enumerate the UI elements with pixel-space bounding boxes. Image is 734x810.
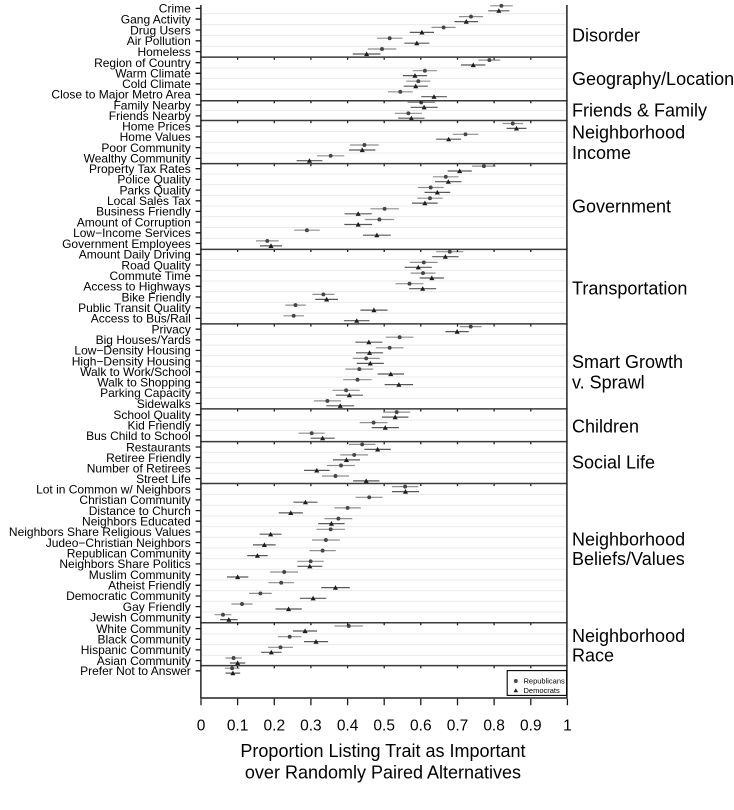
svg-text:Property Tax Rates: Property Tax Rates <box>89 162 191 176</box>
svg-text:Neighborhood: Neighborhood <box>572 123 685 143</box>
svg-text:High−Density Housing: High−Density Housing <box>72 354 191 368</box>
svg-text:Home Values: Home Values <box>120 130 191 144</box>
svg-text:Privacy: Privacy <box>151 323 190 337</box>
svg-text:Walk to Shopping: Walk to Shopping <box>97 376 191 390</box>
svg-text:Republican Community: Republican Community <box>67 547 191 561</box>
svg-text:Lot in Common w/ Neighbors: Lot in Common w/ Neighbors <box>36 483 191 497</box>
svg-text:Disorder: Disorder <box>572 26 640 46</box>
svg-text:over Randomly Paired Alternati: over Randomly Paired Alternatives <box>245 763 521 783</box>
svg-text:Democrats: Democrats <box>524 686 561 695</box>
svg-text:Friends & Family: Friends & Family <box>572 101 707 121</box>
svg-text:Geography/Location: Geography/Location <box>572 69 734 89</box>
svg-text:Hispanic Community: Hispanic Community <box>81 643 191 657</box>
svg-text:Police Quality: Police Quality <box>117 173 190 187</box>
svg-text:Neighbors Share Politics: Neighbors Share Politics <box>59 557 190 571</box>
svg-text:Muslim Community: Muslim Community <box>89 568 191 582</box>
svg-text:Black Community: Black Community <box>97 633 190 647</box>
svg-text:Beliefs/Values: Beliefs/Values <box>572 549 685 569</box>
svg-text:0.8: 0.8 <box>483 718 505 735</box>
svg-text:Commute Time: Commute Time <box>109 269 191 283</box>
svg-text:0.7: 0.7 <box>447 718 469 735</box>
svg-text:Local Sales Tax: Local Sales Tax <box>107 194 191 208</box>
svg-text:Kid Friendly: Kid Friendly <box>127 419 190 433</box>
svg-text:Home Prices: Home Prices <box>122 119 191 133</box>
svg-text:Low−Income Services: Low−Income Services <box>73 226 191 240</box>
svg-text:Walk to Work/School: Walk to Work/School <box>80 365 191 379</box>
svg-text:Low−Density Housing: Low−Density Housing <box>74 344 190 358</box>
svg-text:Government Employees: Government Employees <box>62 237 191 251</box>
svg-text:Jewish Community: Jewish Community <box>90 611 191 625</box>
svg-text:Road Quality: Road Quality <box>121 258 190 272</box>
svg-text:Asian Community: Asian Community <box>97 654 191 668</box>
svg-text:Access to Highways: Access to Highways <box>83 280 190 294</box>
svg-text:Public Transit Quality: Public Transit Quality <box>78 301 191 315</box>
svg-text:0.1: 0.1 <box>227 718 249 735</box>
svg-text:0.4: 0.4 <box>337 718 359 735</box>
svg-text:Social Life: Social Life <box>572 452 655 472</box>
svg-text:Amount Daily Driving: Amount Daily Driving <box>79 248 191 262</box>
svg-text:Proportion Listing Trait as Im: Proportion Listing Trait as Important <box>240 741 525 761</box>
svg-text:Friends Nearby: Friends Nearby <box>109 109 191 123</box>
svg-text:Access to Bus/Rail: Access to Bus/Rail <box>91 312 191 326</box>
svg-text:0.6: 0.6 <box>410 718 432 735</box>
svg-text:Republicans: Republicans <box>524 677 566 686</box>
svg-text:Homeless: Homeless <box>137 45 190 59</box>
svg-text:Bus Child to School: Bus Child to School <box>86 429 191 443</box>
svg-text:Sidewalks: Sidewalks <box>137 397 191 411</box>
svg-text:White Community: White Community <box>96 622 191 636</box>
svg-text:Neighborhood: Neighborhood <box>572 529 685 549</box>
svg-text:Race: Race <box>572 646 614 666</box>
svg-text:Neighborhood: Neighborhood <box>572 626 685 646</box>
svg-text:Big Houses/Yards: Big Houses/Yards <box>96 333 191 347</box>
svg-text:Street Life: Street Life <box>136 472 191 486</box>
svg-text:Income: Income <box>572 143 631 163</box>
svg-text:Prefer Not to Answer: Prefer Not to Answer <box>80 664 191 678</box>
svg-text:Number of Retirees: Number of Retirees <box>87 461 191 475</box>
svg-text:0.9: 0.9 <box>520 718 542 735</box>
svg-text:Transportation: Transportation <box>572 278 687 298</box>
svg-text:1: 1 <box>563 718 572 735</box>
svg-text:Restaurants: Restaurants <box>126 440 191 454</box>
svg-text:Retiree Friendly: Retiree Friendly <box>106 451 191 465</box>
svg-text:0.5: 0.5 <box>373 718 395 735</box>
svg-text:Christian Community: Christian Community <box>79 493 190 507</box>
svg-text:Cold Climate: Cold Climate <box>122 77 191 91</box>
svg-text:Close to Major Metro Area: Close to Major Metro Area <box>51 88 191 102</box>
svg-text:Business Friendly: Business Friendly <box>96 205 191 219</box>
svg-text:Region of Country: Region of Country <box>94 56 191 70</box>
svg-text:Judeo−Christian Neighbors: Judeo−Christian Neighbors <box>46 536 191 550</box>
svg-text:v. Sprawl: v. Sprawl <box>572 372 645 392</box>
svg-text:Smart Growth: Smart Growth <box>572 352 683 372</box>
svg-text:Distance to Church: Distance to Church <box>89 504 191 518</box>
svg-text:Wealthy Community: Wealthy Community <box>84 152 191 166</box>
svg-text:Bike Friendly: Bike Friendly <box>121 290 190 304</box>
svg-text:Parking Capacity: Parking Capacity <box>100 386 191 400</box>
svg-text:Neighbors Share Religious Valu: Neighbors Share Religious Values <box>9 525 191 539</box>
svg-text:School Quality: School Quality <box>113 408 190 422</box>
svg-text:0: 0 <box>197 718 206 735</box>
svg-text:Family Nearby: Family Nearby <box>113 98 190 112</box>
svg-text:Neighbors Educated: Neighbors Educated <box>82 515 191 529</box>
svg-text:0.2: 0.2 <box>264 718 286 735</box>
svg-text:Government: Government <box>572 197 671 217</box>
svg-text:Atheist Friendly: Atheist Friendly <box>108 579 191 593</box>
svg-text:Warm Climate: Warm Climate <box>115 67 191 81</box>
svg-text:Poor Community: Poor Community <box>101 141 190 155</box>
svg-text:Air Pollution: Air Pollution <box>127 34 191 48</box>
svg-text:Drug Users: Drug Users <box>130 23 191 37</box>
svg-text:Democratic Community: Democratic Community <box>66 589 191 603</box>
svg-text:Parks Quality: Parks Quality <box>119 183 190 197</box>
svg-text:Gay Friendly: Gay Friendly <box>123 600 191 614</box>
svg-text:0.3: 0.3 <box>300 718 322 735</box>
svg-text:Amount of Corruption: Amount of Corruption <box>77 215 191 229</box>
svg-text:Gang Activity: Gang Activity <box>121 13 191 27</box>
svg-text:Crime: Crime <box>159 2 191 16</box>
svg-text:Children: Children <box>572 416 639 436</box>
